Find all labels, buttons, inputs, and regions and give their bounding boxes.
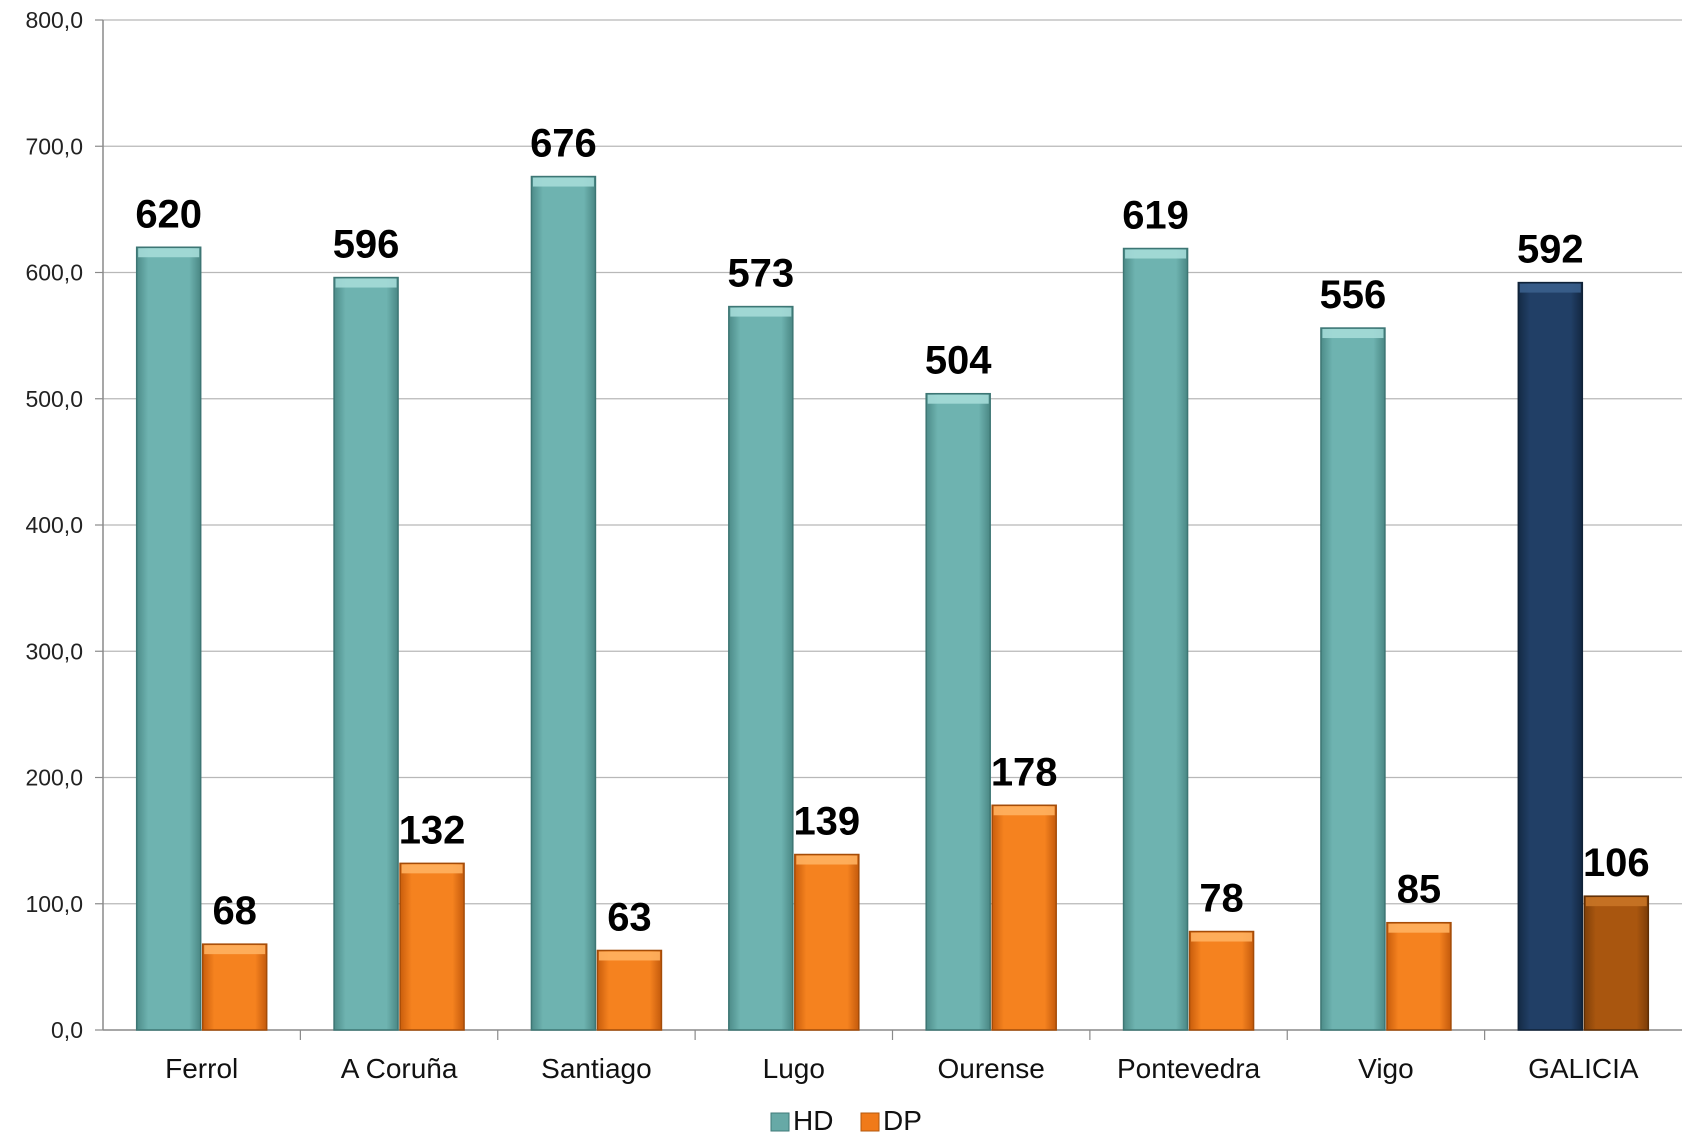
x-tick-label: Ferrol: [165, 1053, 238, 1084]
data-label-hd: 592: [1517, 228, 1584, 272]
bar-hd: [925, 392, 991, 1031]
bar-dp-top-bevel: [401, 864, 463, 874]
bar-hd: [530, 175, 597, 1031]
data-label-dp: 68: [212, 889, 257, 933]
x-tick-label: Pontevedra: [1117, 1053, 1261, 1084]
data-label-hd: 676: [530, 122, 597, 166]
legend-swatch-hd: [770, 1112, 790, 1132]
x-tick-label: Santiago: [541, 1053, 652, 1084]
x-tick-label: Lugo: [763, 1053, 825, 1084]
bar-dp: [1386, 921, 1452, 1031]
x-tick-label: A Coruña: [341, 1053, 458, 1084]
legend-label-dp: DP: [883, 1105, 922, 1136]
data-label-hd: 504: [925, 339, 992, 383]
bar-hd: [1517, 281, 1584, 1031]
data-label-dp: 78: [1199, 877, 1244, 921]
bar-hd-top-bevel: [730, 307, 792, 317]
legend-label-hd: HD: [793, 1105, 833, 1136]
bar-hd: [1122, 247, 1189, 1031]
y-tick-label: 800,0: [25, 7, 83, 33]
data-label-dp: 178: [991, 750, 1058, 794]
bar-hd: [333, 276, 399, 1031]
y-tick-label: 0,0: [51, 1017, 83, 1043]
bar-dp-top-bevel: [204, 945, 266, 955]
bar-dp: [1188, 930, 1255, 1031]
bar-hd-top-bevel: [1125, 249, 1187, 259]
legend: HD DP: [770, 1105, 922, 1136]
axes: 0,0 100,0 200,0 300,0 400,0 500,0 600,0 700,0 80…: [25, 7, 1682, 1084]
bar-dp: [399, 862, 465, 1031]
data-label-dp: 139: [793, 800, 860, 844]
bar-hd-top-bevel: [1322, 329, 1384, 339]
bar-dp-top-bevel: [796, 855, 858, 865]
bar-dp-top-bevel: [1585, 897, 1647, 907]
y-tick-label: 500,0: [25, 386, 83, 412]
data-label-dp: 63: [607, 895, 652, 939]
y-tick-label: 300,0: [25, 638, 83, 664]
bar-hd: [1320, 327, 1386, 1031]
bar-hd: [135, 246, 202, 1031]
bar-hd-top-bevel: [927, 394, 989, 404]
bar-dp: [201, 943, 268, 1031]
data-label-hd: 596: [333, 223, 400, 267]
bar-dp: [991, 804, 1057, 1031]
y-tick-label: 600,0: [25, 260, 83, 286]
bar-hd-top-bevel: [532, 177, 594, 187]
bars: [135, 175, 1650, 1031]
x-tick-label: Ourense: [937, 1053, 1044, 1084]
data-label-hd: 620: [135, 192, 202, 236]
y-tick-label: 100,0: [25, 891, 83, 917]
bar-hd: [728, 305, 794, 1031]
bar-hd-top-bevel: [335, 278, 397, 288]
bar-dp: [596, 949, 663, 1031]
data-label-dp: 132: [399, 808, 466, 852]
bar-dp-top-bevel: [993, 806, 1055, 816]
data-label-hd: 573: [727, 252, 794, 296]
bar-dp-top-bevel: [598, 951, 660, 961]
y-tick-label: 400,0: [25, 512, 83, 538]
y-tick-label: 200,0: [25, 765, 83, 791]
x-tick-label: GALICIA: [1528, 1053, 1639, 1084]
bar-hd-top-bevel: [138, 248, 200, 258]
data-label-hd: 556: [1320, 273, 1387, 317]
bar-dp-top-bevel: [1191, 932, 1253, 942]
data-labels: 620 68 596 132 676 63 573 139 504 178 619 78 556 85 59…: [135, 122, 1649, 940]
bar-hd-top-bevel: [1519, 283, 1581, 293]
data-label-dp: 106: [1583, 841, 1650, 885]
legend-swatch-dp: [860, 1112, 880, 1132]
y-tick-label: 700,0: [25, 133, 83, 159]
bar-dp: [794, 853, 860, 1031]
data-label-dp: 85: [1397, 868, 1442, 912]
data-label-hd: 619: [1122, 194, 1189, 238]
x-tick-label: Vigo: [1358, 1053, 1414, 1084]
bar-dp: [1583, 895, 1650, 1031]
bar-dp-top-bevel: [1388, 923, 1450, 933]
